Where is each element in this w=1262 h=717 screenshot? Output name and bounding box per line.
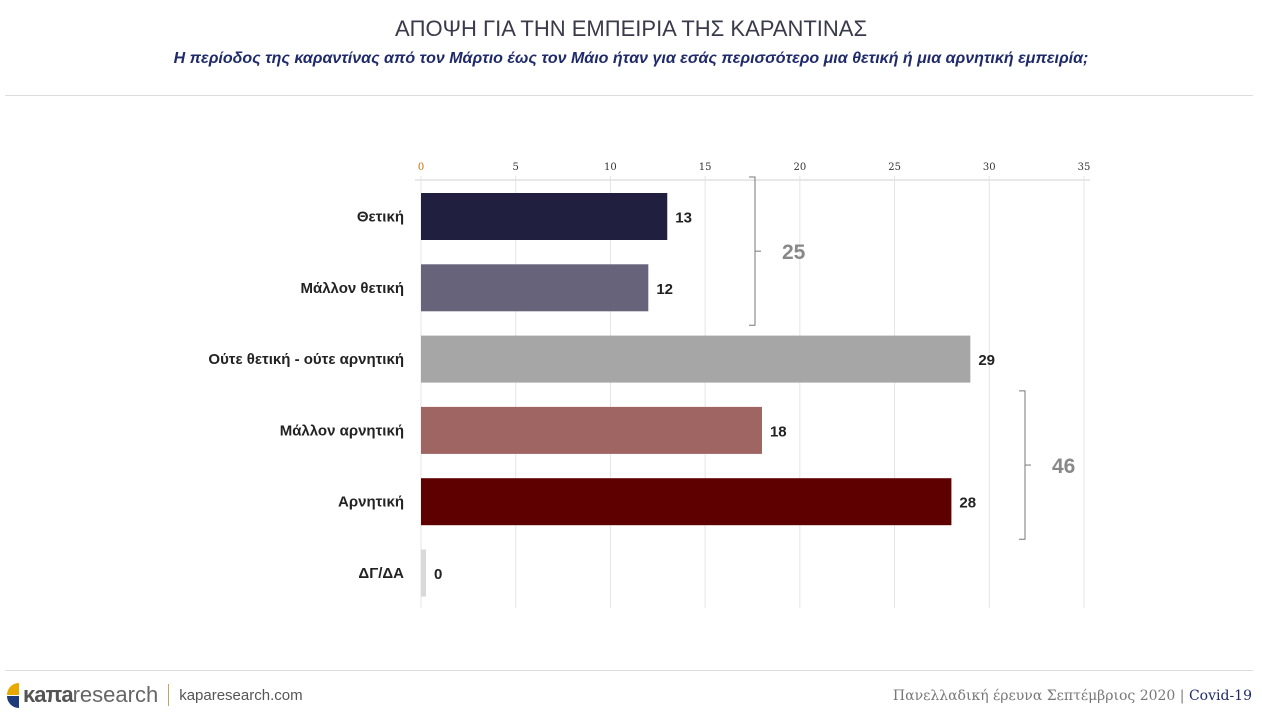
group-total-label: 46 [1052, 455, 1075, 478]
separator: | [1179, 688, 1185, 704]
x-tick-label: 0 [418, 162, 424, 173]
bar [421, 264, 649, 312]
data-label: 28 [959, 495, 976, 512]
bar [421, 406, 762, 454]
category-label: Θετική [357, 209, 404, 226]
category-label: Μάλλον θετική [300, 280, 404, 297]
bar [421, 478, 952, 526]
x-tick-label: 20 [793, 162, 806, 173]
bar [421, 193, 668, 240]
brand-suffix: research [72, 682, 159, 707]
website-link[interactable]: kaparesearch.com [179, 686, 303, 704]
x-tick-label: 10 [604, 162, 617, 173]
page-title: ΑΠΟΨΗ ΓΙΑ ΤΗΝ ΕΜΠΕΙΡΙΑ ΤΗΣ ΚΑΡΑΝΤΙΝΑΣ [394, 16, 868, 41]
category-label: Αρνητική [338, 494, 404, 511]
survey-info: Πανελλαδική έρευνα Σεπτέμβριος 2020 | Co… [893, 688, 1252, 704]
x-tick-label: 35 [1078, 162, 1091, 173]
data-label: 18 [770, 423, 787, 440]
brand-logo: κaπa research kaparesearch.com [5, 680, 303, 710]
bracket [1019, 390, 1026, 540]
survey-label: Πανελλαδική έρευνα Σεπτέμβριος 2020 [892, 688, 1176, 704]
data-label: 13 [675, 210, 692, 227]
data-label: 0 [434, 566, 442, 583]
group-total-label: 25 [782, 241, 806, 264]
separator [168, 684, 170, 706]
x-tick-label: 15 [699, 162, 712, 173]
x-tick-label: 25 [888, 162, 901, 173]
divider [5, 670, 1253, 671]
topic-label: Covid-19 [1188, 688, 1252, 704]
brand-name: κaπa [23, 682, 74, 707]
x-tick-label: 5 [513, 162, 519, 173]
divider [5, 95, 1253, 96]
data-label: 12 [656, 281, 673, 298]
page-subtitle: Η περίοδος της καραντίνας από τον Μάρτιο… [173, 50, 1089, 67]
category-label: Μάλλον αρνητική [280, 422, 404, 439]
bar [421, 549, 426, 597]
logo-mark-icon [7, 683, 19, 708]
x-tick-label: 30 [983, 162, 996, 173]
category-label: Ούτε θετική - ούτε αρνητική [208, 351, 404, 368]
bar [421, 335, 971, 383]
bar-chart: 0 5 10 15 20 25 30 35 Θετική 13 Μάλλον θετική 12 Ούτ… [208, 162, 1091, 608]
bracket [749, 176, 756, 326]
data-label: 29 [978, 352, 995, 369]
category-label: ΔΓ/ΔΑ [358, 565, 404, 582]
